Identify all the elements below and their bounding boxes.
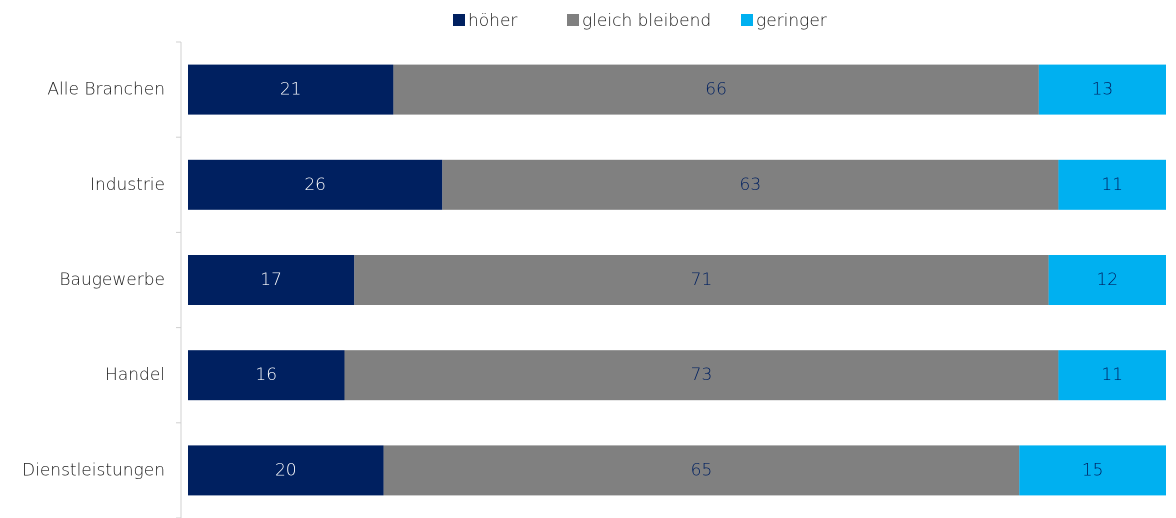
bar-segment	[188, 64, 394, 115]
bar-segment	[1058, 350, 1166, 401]
y-tick-label: Handel	[105, 365, 165, 385]
legend-label: höher	[468, 11, 517, 31]
data-label: 15	[1082, 460, 1104, 480]
bar-segment	[188, 255, 355, 305]
bar-segment	[1038, 64, 1166, 115]
data-label: 26	[304, 175, 326, 195]
y-tick-label: Dienstleistungen	[22, 460, 165, 480]
legend-swatch	[741, 14, 753, 26]
legend-swatch	[453, 14, 465, 26]
bar-segment	[383, 445, 1020, 496]
legend-swatch	[567, 14, 579, 26]
bar-segment	[1019, 445, 1166, 496]
data-label: 17	[260, 270, 282, 290]
data-label: 12	[1096, 270, 1118, 290]
data-label: 65	[691, 460, 713, 480]
data-label: 63	[740, 175, 762, 195]
data-label: 11	[1101, 175, 1123, 195]
bar-segment	[344, 350, 1059, 401]
y-tick-label: Industrie	[90, 175, 165, 195]
bar-segment	[1048, 255, 1166, 305]
data-label: 16	[255, 365, 277, 385]
data-label: 20	[275, 460, 297, 480]
data-label: 11	[1101, 365, 1123, 385]
bar-segment	[188, 350, 345, 401]
data-label: 66	[705, 80, 727, 100]
bar-segment	[188, 445, 384, 496]
bar-segment	[442, 159, 1059, 210]
data-label: 73	[691, 365, 713, 385]
data-label: 21	[280, 80, 302, 100]
data-label: 71	[691, 270, 713, 290]
bar-segment	[1058, 159, 1166, 210]
bar-segment	[354, 255, 1049, 305]
legend-label: geringer	[756, 11, 827, 31]
bar-segment	[188, 159, 443, 210]
y-tick-label: Baugewerbe	[59, 270, 165, 290]
data-label: 13	[1092, 80, 1114, 100]
y-tick-label: Alle Branchen	[47, 80, 165, 100]
bar-segment	[393, 64, 1039, 115]
legend-label: gleich bleibend	[582, 11, 711, 31]
